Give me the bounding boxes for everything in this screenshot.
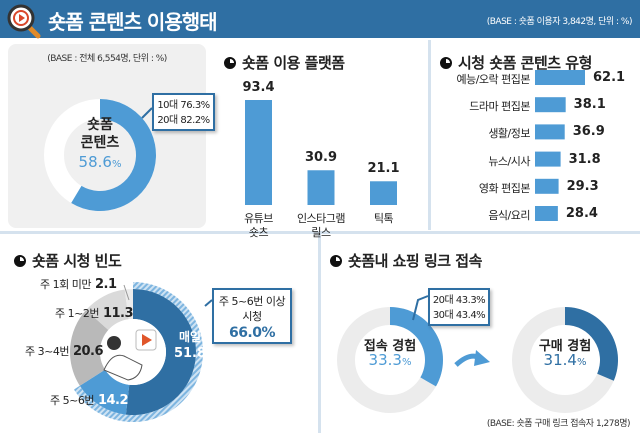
content-type-title: 시청 숏폼 콘텐츠 유형 — [440, 52, 592, 73]
platform-label-line: 숏츠 — [248, 226, 269, 239]
platform-title: 숏폼 이용 플랫폼 — [224, 52, 345, 73]
purchase-donut-segment — [565, 307, 618, 381]
divider — [428, 40, 431, 230]
frequency-value: 20.6 — [72, 344, 104, 359]
content-type-value: 38.1 — [573, 97, 606, 113]
frequency-label: 매일 — [178, 330, 202, 344]
shopping-base: (BASE: 숏폼 구매 링크 접속자 1,278명) — [486, 419, 631, 429]
frequency-segment — [86, 289, 129, 331]
frequency-label-row: 주 5~6번 14.2 — [50, 392, 129, 408]
frequency-value: 2.1 — [94, 277, 117, 292]
frequency-segment — [70, 310, 109, 386]
play-icon — [142, 334, 152, 346]
platform-label-line: 틱톡 — [373, 212, 394, 225]
divider — [318, 234, 321, 433]
frequency-label-row: 주 1회 미만 2.1 — [40, 276, 117, 292]
usage-donut-segment — [71, 99, 156, 211]
callout-line: 20대 82.2% — [157, 115, 210, 126]
content-type-bar — [535, 124, 565, 140]
content-type-value: 31.8 — [568, 151, 601, 167]
callout-line: 10대 76.3% — [157, 100, 210, 111]
callout-pointer — [412, 295, 429, 321]
page-title: 숏폼 콘텐츠 이용행태 — [48, 10, 218, 34]
frequency-segment — [124, 289, 133, 320]
content-type-label: 음식/요리 — [488, 209, 530, 222]
content-type-bar — [535, 70, 585, 85]
content-type-label: 뉴스/시사 — [488, 154, 530, 168]
platform-value: 30.9 — [304, 150, 338, 166]
platform-label-line: 릴스 — [311, 226, 331, 239]
shopping-title: 숏폼내 쇼핑 링크 접속 — [330, 250, 482, 271]
usage-label-line1: 숏폼 — [87, 117, 113, 133]
content-type-label: 예능/오락 편집본 — [456, 73, 530, 86]
frequency-value: 51.8 — [173, 346, 207, 361]
magnifier-play-icon — [7, 4, 41, 39]
callout-line: 20대 43.3% — [432, 295, 486, 306]
platform-bar — [307, 170, 335, 205]
callout-line: 주 5~6번 이상 — [218, 295, 286, 308]
purchase-label: 구매 경험 — [538, 339, 592, 354]
frequency-value: 11.3 — [102, 306, 134, 321]
content-type-label: 드라마 편집본 — [469, 100, 530, 114]
content-type-bar — [535, 97, 566, 113]
header-bar — [0, 0, 640, 38]
content-type-bar — [535, 151, 561, 167]
platform-bar — [245, 100, 272, 205]
usage-base: (BASE : 전체 6,554명, 단위 : %) — [47, 54, 167, 64]
label-leader — [123, 284, 130, 301]
frequency-segment — [79, 369, 130, 415]
content-type-value: 29.3 — [566, 178, 599, 194]
content-type-bar — [535, 178, 559, 194]
platform-value: 21.1 — [367, 161, 400, 177]
platform-label: 인스타그램 릴스 — [286, 212, 357, 240]
frequency-label-row: 주 3~4번 20.6 — [25, 343, 104, 359]
content-type-value: 36.9 — [572, 124, 605, 140]
frequency-title: 숏폼 시청 빈도 — [14, 250, 122, 271]
content-type-value: 62.1 — [593, 70, 626, 85]
platform-label-line: 인스타그램 — [296, 212, 346, 225]
frequency-segment — [125, 289, 197, 415]
divider — [0, 231, 640, 234]
content-type-label: 생활/정보 — [488, 127, 530, 141]
access-label: 접속 경험 — [363, 339, 417, 354]
person-icon — [107, 336, 121, 350]
frequency-value: 14.2 — [97, 393, 129, 408]
callout-value: 66.0% — [228, 325, 276, 341]
content-type-label: 영화 편집본 — [478, 181, 531, 195]
access-value: 33.3% — [368, 351, 412, 369]
platform-label: 틱톡 — [348, 212, 419, 226]
platform-label-line: 유튜브 — [244, 212, 273, 225]
usage-value: 58.6% — [78, 153, 122, 171]
base-note: (BASE : 숏폼 이용자 3,842명, 단위 : %) — [486, 17, 633, 27]
frequency-label: 주 1회 미만 — [40, 278, 91, 291]
purchase-value: 31.4% — [543, 351, 587, 369]
callout-pointer — [204, 299, 213, 307]
person-body — [103, 354, 143, 381]
callout-line: 30대 43.4% — [432, 310, 486, 321]
callout-pointer — [141, 107, 153, 119]
arrow-head — [474, 350, 490, 366]
frequency-label: 주 3~4번 — [25, 345, 69, 358]
access-donut-segment — [390, 307, 443, 387]
pie-icon — [14, 254, 26, 267]
frequency-label: 주 1~2번 — [55, 307, 99, 320]
callout-line: 시청 — [242, 310, 262, 323]
frequency-label-row: 주 1~2번 11.3 — [55, 305, 134, 321]
content-type-bar — [535, 206, 558, 221]
usage-label-line2: 콘텐츠 — [80, 135, 120, 151]
pie-icon — [440, 56, 452, 69]
platform-label: 유튜브 숏츠 — [223, 212, 294, 240]
access-callout: 20대 43.3% 30대 43.4% — [428, 288, 490, 326]
pie-icon — [330, 254, 342, 267]
platform-value: 93.4 — [242, 80, 275, 95]
frequency-label: 주 5~6번 — [50, 394, 94, 407]
usage-callout: 10대 76.3% 20대 82.2% — [152, 93, 215, 131]
pie-icon — [224, 56, 236, 69]
platform-bar — [370, 181, 397, 205]
content-type-value: 28.4 — [565, 206, 598, 221]
